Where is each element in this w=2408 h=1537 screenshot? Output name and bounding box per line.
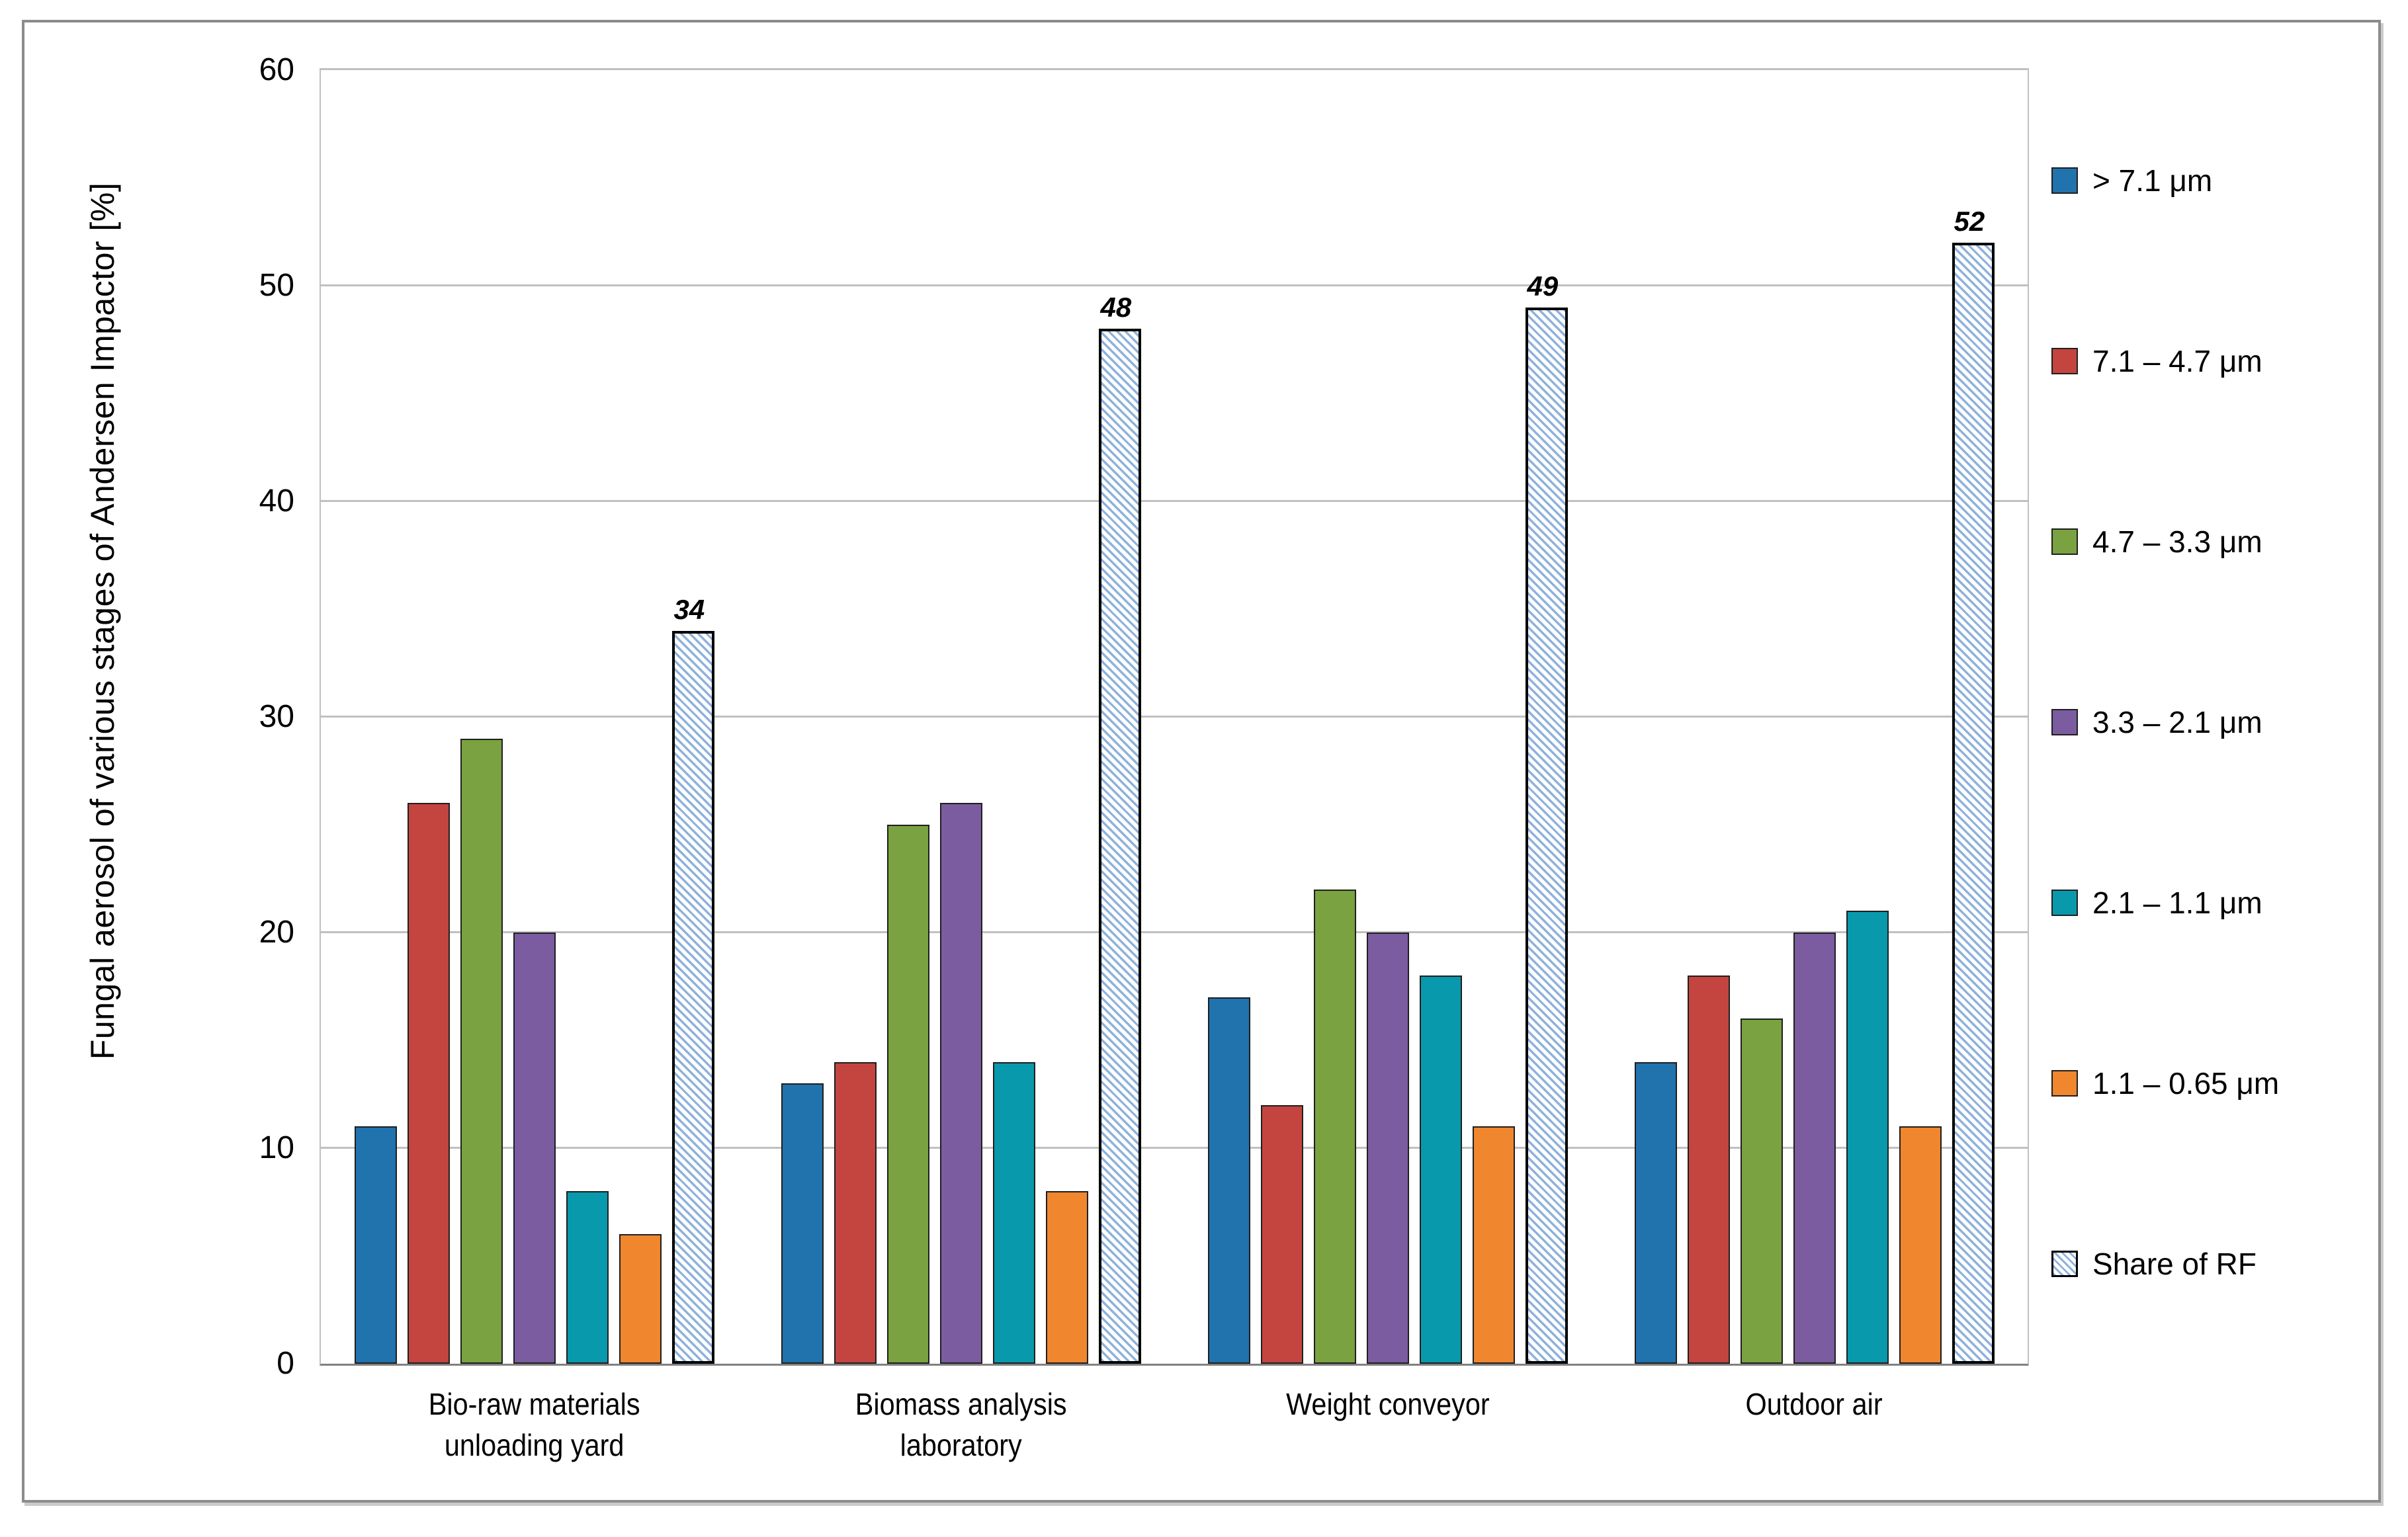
legend-item: 3.3 – 2.1 μm [2051, 704, 2262, 740]
legend-label: 1.1 – 0.65 μm [2092, 1066, 2280, 1101]
bar [1846, 911, 1889, 1364]
y-tick-label: 40 [259, 483, 294, 519]
bar [886, 825, 929, 1364]
bar [407, 803, 450, 1364]
x-category-label: Bio-raw materials unloading yard [428, 1387, 640, 1463]
bar [992, 1061, 1035, 1364]
y-tick-label: 30 [259, 699, 294, 734]
legend-swatch [2051, 167, 2078, 194]
bar-group: 34 Bio-raw materials unloading yard [321, 70, 748, 1462]
x-category-label: Outdoor air [1745, 1387, 1883, 1421]
bar [1045, 1191, 1088, 1364]
legend-item: 7.1 – 4.7 μm [2051, 343, 2262, 379]
legend-label: Share of RF [2092, 1247, 2257, 1281]
bar-group: 52 Outdoor air [1601, 70, 2028, 1421]
legend-item: > 7.1 μm [2051, 163, 2212, 198]
legend-item: Share of RF [2051, 1246, 2257, 1282]
gridline [321, 716, 2028, 718]
bar-group: 48 Biomass analysis laboratory [748, 70, 1174, 1462]
bar [354, 1126, 397, 1364]
bar-group: 49 Weight conveyor [1174, 70, 1601, 1421]
legend-swatch [2051, 890, 2078, 916]
legend-label: > 7.1 μm [2092, 163, 2213, 198]
legend-label: 4.7 – 3.3 μm [2092, 524, 2262, 559]
legend-label: 7.1 – 4.7 μm [2092, 344, 2262, 378]
bar [1260, 1104, 1303, 1364]
gridline [321, 1147, 2028, 1149]
bar-value-label: 49 [1527, 270, 1559, 302]
legend-item: 4.7 – 3.3 μm [2051, 524, 2262, 560]
y-tick-label: 50 [259, 268, 294, 303]
bar-value-label: 52 [1954, 205, 1985, 237]
bar-share-of-rf: 49 [1525, 270, 1568, 1364]
bar [1899, 1126, 1942, 1364]
gridline [321, 931, 2028, 934]
legend-label: 2.1 – 1.1 μm [2092, 886, 2262, 920]
bar [1313, 889, 1356, 1364]
gridline [321, 500, 2028, 503]
bar [1687, 976, 1730, 1364]
legend-swatch [2051, 1070, 2078, 1097]
bar [834, 1061, 877, 1364]
bar-share-of-rf: 48 [1098, 292, 1141, 1364]
bar [513, 933, 556, 1364]
x-category-label: Biomass analysis laboratory [855, 1387, 1067, 1463]
bar-value-label: 34 [673, 593, 705, 625]
bar [1634, 1061, 1677, 1364]
y-tick-label: 10 [259, 1130, 294, 1166]
bar [460, 738, 503, 1364]
legend-label: 3.3 – 2.1 μm [2092, 705, 2262, 739]
bar-share-of-rf: 52 [1952, 206, 1995, 1364]
bar-value-label: 48 [1100, 292, 1132, 323]
legend-swatch-hatched [2051, 1251, 2078, 1277]
bar [1740, 1018, 1783, 1364]
legend-swatch [2051, 709, 2078, 735]
bar [566, 1191, 609, 1364]
bar [939, 803, 982, 1364]
legend-swatch [2051, 348, 2078, 374]
bar [1366, 933, 1409, 1364]
bar [1472, 1126, 1515, 1364]
y-tick-label: 60 [259, 52, 294, 87]
bar-groups-row: 34 Bio-raw materials unloading yard 48 Biom… [321, 70, 2028, 1462]
bar [1793, 933, 1836, 1364]
gridline [321, 284, 2028, 286]
y-tick-label: 20 [259, 915, 294, 950]
y-axis-title: Fungal aerosol of various stages of Ande… [84, 182, 121, 1060]
bar [1207, 997, 1250, 1364]
bar [1419, 976, 1462, 1364]
legend-item: 1.1 – 0.65 μm [2051, 1065, 2279, 1101]
y-tick-label: 0 [277, 1346, 294, 1381]
bar-share-of-rf: 34 [671, 594, 714, 1364]
bar [781, 1083, 824, 1364]
legend-swatch [2051, 528, 2078, 555]
bar [619, 1234, 662, 1364]
chart-frame: Fungal aerosol of various stages of Ande… [22, 20, 2381, 1503]
legend-item: 2.1 – 1.1 μm [2051, 885, 2262, 921]
plot-area: 34 Bio-raw materials unloading yard 48 Biom… [259, 54, 2029, 1462]
x-category-label: Weight conveyor [1285, 1387, 1490, 1421]
